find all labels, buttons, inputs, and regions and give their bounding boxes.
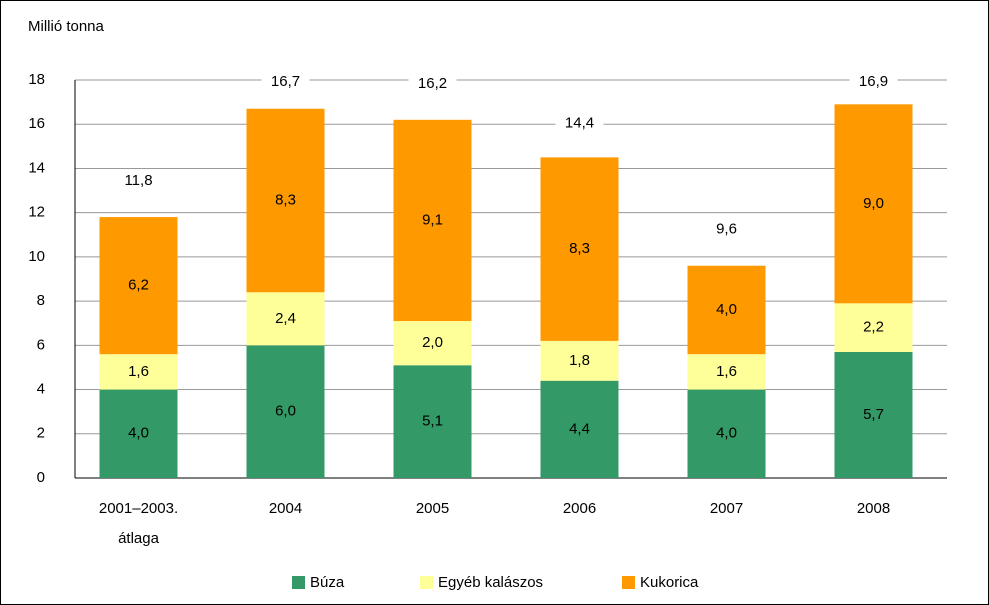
total-label: 16,9	[859, 73, 888, 90]
y-tick-label: 18	[28, 71, 45, 88]
x-tick-label: 2007	[710, 500, 743, 517]
y-tick-label: 2	[37, 425, 45, 442]
x-tick-label: 2005	[416, 500, 449, 517]
x-tick-label: 2004	[269, 500, 302, 517]
data-label: 8,3	[569, 240, 590, 257]
data-label: 4,0	[716, 425, 737, 442]
legend-swatch	[622, 576, 635, 589]
bar-segment	[99, 217, 178, 355]
data-label: 2,2	[863, 319, 884, 336]
total-label-bg	[849, 72, 898, 92]
y-tick-label: 10	[28, 248, 45, 265]
legend-swatch	[292, 576, 305, 589]
legend-label: Búza	[310, 574, 345, 591]
total-label-bg	[408, 73, 457, 94]
data-label: 2,0	[422, 334, 443, 351]
data-label: 8,3	[275, 191, 296, 208]
bar-segment	[540, 157, 619, 341]
data-label: 2,4	[275, 310, 296, 327]
y-tick-label: 16	[28, 115, 45, 132]
total-label-bg	[261, 72, 310, 92]
data-label: 1,6	[716, 363, 737, 380]
bar-segment	[834, 104, 913, 304]
data-label: 1,8	[569, 352, 590, 369]
total-label: 14,4	[565, 115, 594, 132]
bar-segment	[246, 345, 325, 478]
bar-segment	[834, 351, 913, 478]
bar-segment	[99, 354, 178, 390]
bar-segment	[246, 108, 325, 293]
data-label: 6,2	[128, 277, 149, 294]
y-axis-label: Millió tonna	[28, 18, 105, 35]
bar-segment	[687, 354, 766, 390]
total-label-bg	[555, 113, 604, 134]
total-label-bg	[114, 171, 163, 192]
x-tick-label: 2001–2003.	[99, 500, 178, 517]
x-tick-label: 2006	[563, 500, 596, 517]
data-label: 4,4	[569, 420, 590, 437]
data-label: 4,0	[128, 425, 149, 442]
y-tick-label: 8	[37, 292, 45, 309]
bar-segment	[393, 119, 472, 322]
bar-segment	[99, 389, 178, 478]
y-tick-label: 0	[37, 469, 45, 486]
bar-segment	[393, 365, 472, 478]
total-label-bg	[702, 219, 751, 240]
bar-segment	[393, 321, 472, 366]
y-tick-label: 12	[28, 204, 45, 221]
data-label: 5,7	[863, 406, 884, 423]
x-tick-label: átlaga	[118, 530, 160, 547]
y-tick-label: 6	[37, 336, 45, 353]
data-label: 4,0	[716, 301, 737, 318]
data-label: 5,1	[422, 413, 443, 430]
x-tick-label: 2008	[857, 500, 890, 517]
total-label: 16,2	[418, 75, 447, 92]
legend-label: Egyéb kalászos	[438, 574, 543, 591]
y-tick-label: 14	[28, 159, 45, 176]
legend-swatch	[420, 576, 433, 589]
bar-segment	[687, 389, 766, 478]
legend-label: Kukorica	[640, 574, 699, 591]
bar-segment	[540, 340, 619, 381]
total-label: 16,7	[271, 73, 300, 90]
total-label: 9,6	[716, 221, 737, 238]
data-label: 9,1	[422, 211, 443, 228]
bar-segment	[540, 380, 619, 478]
bar-segment	[246, 292, 325, 346]
data-label: 1,6	[128, 363, 149, 380]
total-label: 11,8	[124, 172, 152, 189]
data-label: 6,0	[275, 403, 296, 420]
y-tick-label: 4	[37, 381, 45, 398]
data-label: 9,0	[863, 195, 884, 212]
bar-segment	[687, 265, 766, 355]
bar-segment	[834, 303, 913, 352]
